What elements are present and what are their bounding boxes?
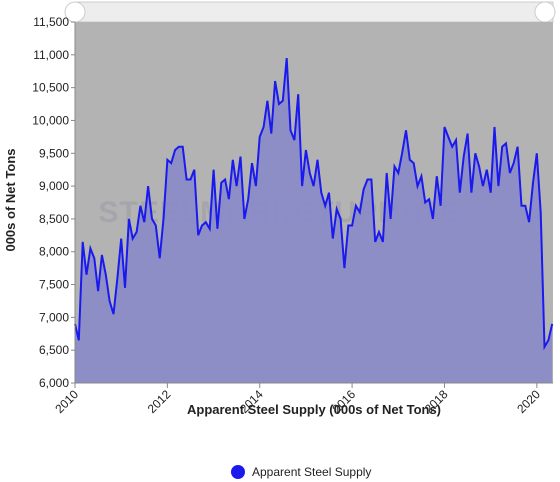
y-tick-label: 10,000 <box>32 113 69 127</box>
y-tick-label: 8,500 <box>39 212 69 226</box>
line <box>74 58 554 351</box>
y-tick-label: 6,500 <box>39 343 69 357</box>
y-tick-label: 11,000 <box>33 48 69 62</box>
y-tick-label: 8,000 <box>39 245 69 259</box>
y-tick-label: 11,500 <box>33 15 69 29</box>
y-tick-label: 7,000 <box>39 310 69 324</box>
y-tick-label: 9,000 <box>39 179 69 193</box>
x-tick-label: 2020 <box>514 387 543 416</box>
legend-marker[interactable] <box>231 465 245 479</box>
y-axis-label: 000s of Net Tons <box>3 148 18 251</box>
y-tick-label: 10,500 <box>32 81 69 95</box>
navigator-handle[interactable] <box>534 1 556 23</box>
legend-label: Apparent Steel Supply <box>252 465 371 479</box>
y-tick-label: 7,500 <box>39 278 69 292</box>
x-tick-label: 2012 <box>145 387 174 416</box>
x-tick-label: 2010 <box>52 387 81 416</box>
navigator[interactable] <box>74 1 554 23</box>
x-axis-label: Apparent Steel Supply (000s of Net Tons) <box>187 402 441 417</box>
y-tick-label: 9,500 <box>39 146 69 160</box>
area-fill <box>75 58 553 383</box>
y-tick-label: 6,000 <box>39 376 69 390</box>
